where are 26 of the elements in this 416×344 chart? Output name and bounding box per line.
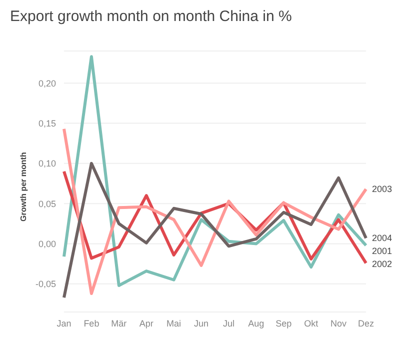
x-tick-label: Dez	[358, 318, 374, 328]
series-label: 2001	[372, 246, 392, 256]
x-tick-label: Feb	[84, 318, 100, 328]
chart-title: Export growth month on month China in %	[10, 8, 293, 25]
x-tick-label: Aug	[248, 318, 264, 328]
y-tick-label: 0,10	[38, 158, 56, 169]
series-label: 2003	[372, 184, 392, 194]
line-series	[62, 162, 368, 300]
x-tick-label: Apr	[139, 318, 154, 328]
x-tick-label: Nov	[330, 318, 348, 328]
x-tick-label: Mär	[111, 318, 127, 328]
x-tick-label: Okt	[304, 318, 319, 328]
y-axis-title: Growth per month	[18, 152, 28, 222]
y-tick-label: 0,00	[38, 238, 56, 249]
line-series	[62, 127, 368, 296]
y-tick-label: -0,05	[35, 279, 56, 290]
y-tick-label: 0,20	[38, 78, 56, 88]
x-tick-label: Jan	[56, 318, 72, 328]
series-label: 2004	[372, 233, 392, 244]
x-tick-label: Jul	[222, 318, 234, 328]
x-tick-label: Jun	[194, 318, 209, 328]
y-tick-label: 0,15	[38, 118, 56, 128]
series-label: 2002	[372, 259, 392, 270]
x-tick-label: Sep	[276, 318, 292, 328]
x-tick-label: Mai	[166, 318, 182, 328]
y-tick-label: 0,05	[38, 198, 56, 209]
